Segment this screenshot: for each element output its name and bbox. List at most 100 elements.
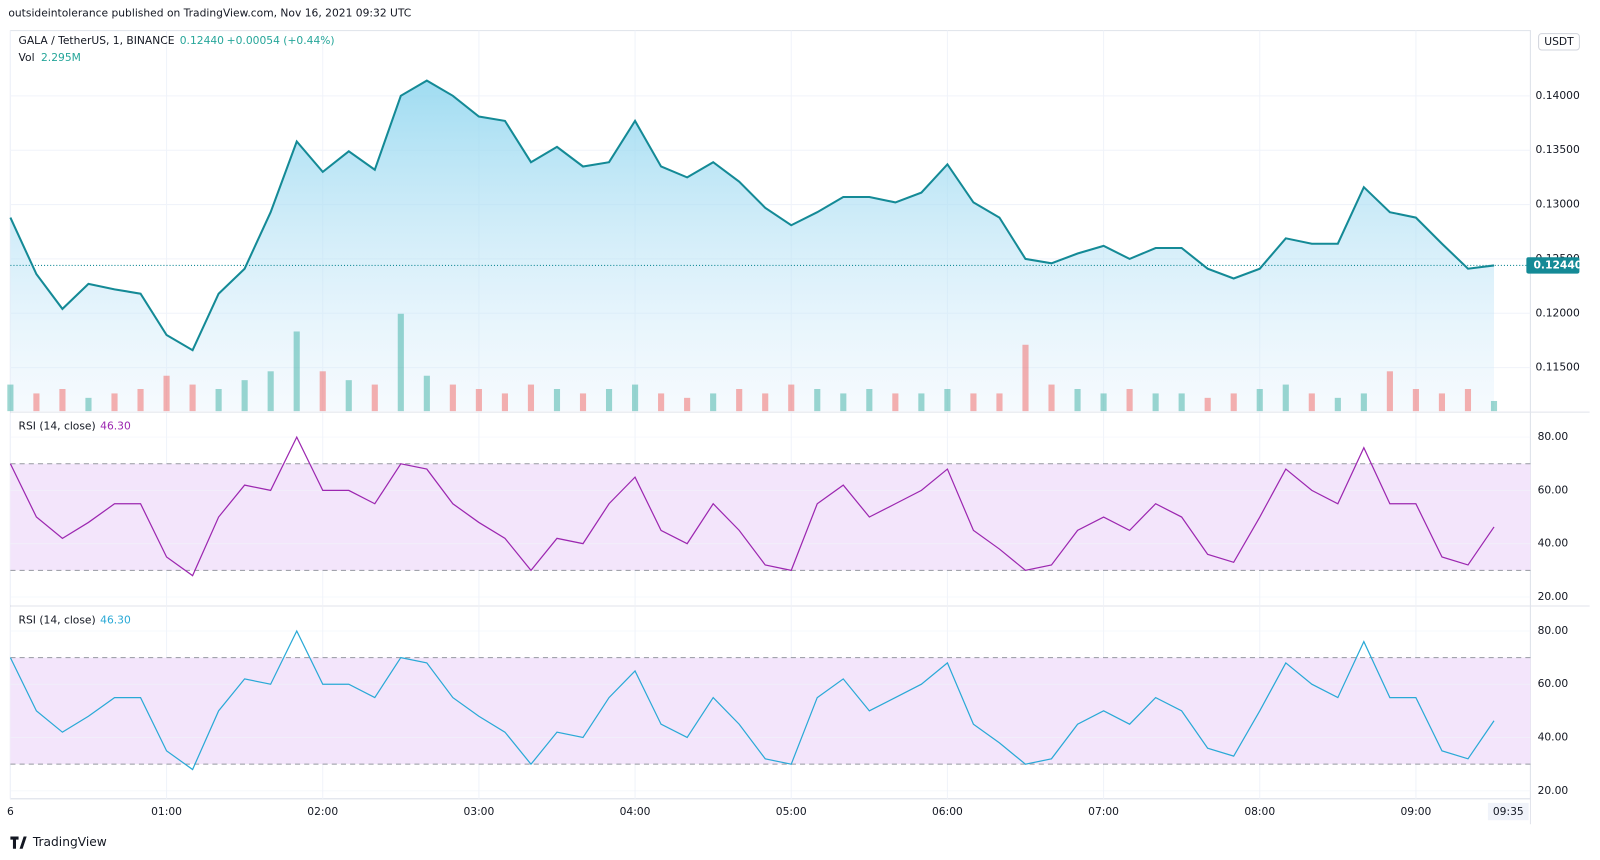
volume-bar	[111, 393, 118, 412]
volume-bar	[85, 397, 92, 412]
y-tick-label: 20.00	[1538, 590, 1569, 603]
x-tick-label: 06:00	[932, 805, 963, 818]
x-tick-label: 6	[7, 805, 14, 818]
volume-bar	[762, 393, 769, 412]
rsi-value: 46.30	[100, 419, 131, 432]
volume-bar	[215, 389, 222, 412]
price-area	[10, 80, 1495, 412]
rsi-line	[9, 435, 1495, 577]
volume-bar	[736, 389, 743, 412]
volume-bar	[501, 393, 508, 412]
rsi-band	[10, 657, 1531, 765]
volume-bar	[59, 389, 66, 412]
rsi-value: 46.30	[100, 613, 131, 626]
volume-bar	[1100, 393, 1107, 412]
volume-bar	[1256, 389, 1263, 412]
x-tick-label: 07:00	[1088, 805, 1119, 818]
x-tick-label: 04:00	[620, 805, 651, 818]
volume-bar	[267, 371, 274, 412]
volume-bar	[996, 393, 1003, 412]
volume-bar	[788, 384, 795, 412]
rsi-title: RSI (14, close)	[19, 613, 96, 626]
last-value: 0.12440	[180, 34, 224, 47]
tv-logo	[10, 836, 27, 849]
volume-bar	[1204, 397, 1211, 412]
y-tick-label: 0.14000	[1536, 89, 1580, 102]
volume-bar	[892, 393, 899, 412]
x-tick-label: 01:00	[151, 805, 182, 818]
x-tick-label: 08:00	[1244, 805, 1275, 818]
volume-bar	[553, 389, 561, 412]
volume-bar	[1308, 393, 1315, 412]
y-tick-label: 0.12000	[1536, 306, 1580, 319]
price-line	[9, 79, 1495, 352]
rsi-line	[9, 629, 1495, 771]
volume-bar	[1178, 393, 1185, 412]
volume-bar	[137, 389, 144, 412]
volume-bar	[684, 397, 691, 412]
y-tick-label: 80.00	[1538, 624, 1569, 637]
volume-bar	[658, 393, 665, 412]
volume-bar	[1360, 393, 1367, 412]
volume-bar	[579, 393, 587, 412]
volume-bar	[1464, 389, 1472, 412]
volume-bar	[605, 389, 613, 412]
y-tick-label: 40.00	[1538, 731, 1569, 744]
currency-box[interactable]	[1538, 33, 1580, 51]
volume-bar	[319, 371, 326, 412]
volume-bar	[1490, 400, 1498, 412]
volume-bar	[527, 384, 535, 412]
y-tick-label: 0.13000	[1536, 198, 1580, 211]
rsi-title: RSI (14, close)	[19, 419, 96, 432]
volume-value: 2.295M	[41, 51, 81, 64]
volume-bar	[1126, 389, 1133, 412]
x-end-box	[1487, 802, 1529, 821]
volume-bar	[970, 393, 977, 412]
volume-bar	[475, 389, 482, 412]
y-tick-label: 60.00	[1538, 677, 1569, 690]
volume-bar	[1282, 384, 1289, 412]
published-note: outsideintolerance published on TradingV…	[8, 6, 411, 19]
volume-bar	[918, 393, 925, 412]
volume-bar	[840, 393, 847, 412]
volume-bar	[371, 384, 378, 412]
volume-bar	[293, 331, 300, 412]
y-tick-label: 40.00	[1538, 537, 1569, 550]
volume-bar	[189, 384, 196, 412]
y-tick-label: 0.11500	[1536, 361, 1580, 374]
volume-bar	[1048, 384, 1055, 412]
y-tick-label: 0.13500	[1536, 143, 1580, 156]
volume-bar	[866, 389, 873, 412]
volume-bar	[1230, 393, 1237, 412]
rsi-band	[10, 463, 1531, 571]
volume-bar	[7, 384, 14, 412]
x-tick-label: 09:00	[1400, 805, 1431, 818]
volume-bar	[814, 389, 821, 412]
volume-bar	[241, 380, 248, 412]
y-tick-label: 20.00	[1538, 784, 1569, 797]
volume-bar	[449, 384, 456, 412]
volume-bar	[423, 375, 430, 412]
volume-bar	[33, 393, 40, 412]
volume-bar	[1334, 397, 1341, 412]
volume-bar	[1152, 393, 1159, 412]
x-tick-label: 05:00	[776, 805, 807, 818]
volume-bar	[710, 393, 717, 412]
volume-bar	[1386, 371, 1393, 412]
brand: TradingView	[32, 835, 107, 849]
change: +0.00054 (+0.44%)	[227, 34, 335, 47]
last-price-label: 0.12440	[1533, 258, 1582, 271]
volume-bar	[1412, 389, 1419, 412]
volume-bar	[1074, 389, 1081, 412]
symbol-title: GALA / TetherUS, 1, BINANCE	[19, 34, 175, 47]
x-tick-label: 02:00	[307, 805, 338, 818]
currency[interactable]: USDT	[1544, 35, 1574, 48]
volume-bar	[944, 389, 951, 412]
volume-bar	[632, 384, 639, 412]
y-tick-label: 60.00	[1538, 483, 1569, 496]
volume-bar	[397, 313, 404, 412]
y-tick-label: 80.00	[1538, 430, 1569, 443]
x-end-label: 09:35	[1493, 805, 1524, 818]
volume-bar	[1022, 344, 1029, 412]
